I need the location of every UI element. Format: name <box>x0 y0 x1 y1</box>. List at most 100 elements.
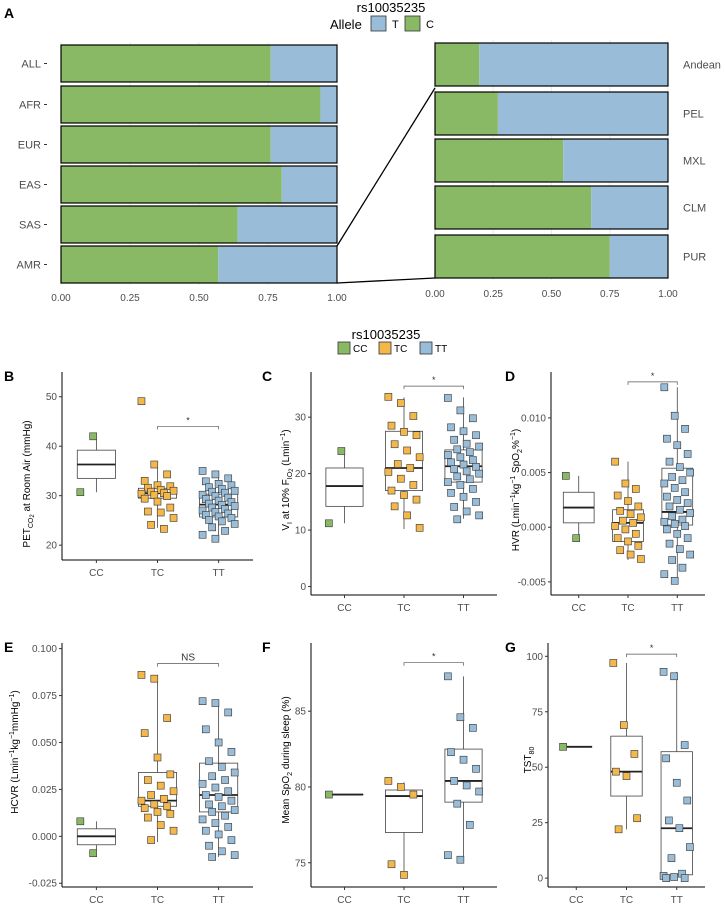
data-point <box>573 535 580 542</box>
data-point <box>620 722 627 729</box>
significance-bracket <box>158 426 219 429</box>
data-point <box>231 503 238 510</box>
data-point <box>338 448 345 455</box>
data-point <box>228 837 235 844</box>
data-point <box>205 801 212 808</box>
data-point <box>407 464 414 471</box>
y-tick-label: 20 <box>46 541 58 552</box>
data-point <box>154 808 161 815</box>
data-point <box>632 485 639 492</box>
data-point <box>625 497 632 504</box>
data-point <box>388 422 395 429</box>
data-point <box>463 508 470 515</box>
data-point <box>90 850 97 857</box>
data-point <box>473 498 480 505</box>
data-point <box>202 792 209 799</box>
data-point <box>612 523 619 530</box>
data-point <box>684 500 691 507</box>
y-tick-label: 0 <box>300 582 306 593</box>
data-point <box>413 496 420 503</box>
data-point <box>476 788 483 795</box>
data-point <box>144 777 151 784</box>
y-tick-label: 85 <box>295 707 307 718</box>
data-point <box>138 671 145 678</box>
data-point <box>231 807 238 814</box>
data-point <box>460 428 467 435</box>
data-point <box>687 510 694 517</box>
x-tick-label-left: 0.25 <box>120 293 140 304</box>
data-point <box>469 485 476 492</box>
data-point <box>164 471 171 478</box>
data-point <box>684 797 691 804</box>
data-point <box>476 512 483 519</box>
significance-label: * <box>651 371 655 381</box>
data-point <box>222 527 229 534</box>
bar-segment-c <box>435 92 498 135</box>
legend-allele-label: Allele <box>330 17 362 32</box>
data-point <box>199 531 206 538</box>
data-point <box>444 479 451 486</box>
data-point <box>666 540 673 547</box>
data-point <box>218 848 225 855</box>
data-point <box>466 449 473 456</box>
data-point <box>222 812 229 819</box>
box-iqr <box>611 736 642 796</box>
data-point <box>215 831 222 838</box>
ylabel-e: HCVR (Lmin−1kg−1mmHg−1) <box>9 690 21 813</box>
data-point <box>401 871 408 878</box>
data-point <box>669 473 676 480</box>
ylabel-f: Mean SpO2 during sleep (%) <box>281 696 294 823</box>
y-tick-label: 80 <box>295 782 307 793</box>
data-point <box>205 758 212 765</box>
data-point <box>222 777 229 784</box>
data-point <box>663 755 670 762</box>
data-point <box>164 493 171 500</box>
data-point <box>614 492 621 499</box>
data-point <box>617 547 624 554</box>
y-tick-label-right: PUR <box>683 252 706 264</box>
data-point <box>637 555 644 562</box>
y-tick-label: 0.075 <box>32 691 57 702</box>
data-point <box>151 461 158 468</box>
data-point <box>615 826 622 833</box>
x-tick-label: CC <box>571 603 585 614</box>
data-point <box>164 803 171 810</box>
data-point <box>212 784 219 791</box>
data-point <box>671 520 678 527</box>
significance-label: * <box>186 415 190 425</box>
panel-label-b: B <box>4 368 14 384</box>
data-point <box>141 805 148 812</box>
data-point <box>469 415 476 422</box>
data-point <box>466 476 473 483</box>
data-point <box>451 466 458 473</box>
data-point <box>682 523 689 530</box>
data-point <box>463 782 470 789</box>
bar-segment-t <box>271 45 337 82</box>
data-point <box>469 724 476 731</box>
x-tick-label: TT <box>671 895 683 906</box>
data-point <box>663 526 670 533</box>
significance-bracket <box>627 654 677 657</box>
data-point <box>679 516 686 523</box>
x-tick-label: CC <box>337 895 351 906</box>
y-tick-label: 0.025 <box>32 785 57 796</box>
y-tick-label: 0 <box>537 874 543 885</box>
data-point <box>231 520 238 527</box>
data-point <box>687 551 694 558</box>
data-point <box>397 475 404 482</box>
data-point <box>202 827 209 834</box>
data-point <box>170 827 177 834</box>
bar-segment-t <box>320 86 337 123</box>
data-point <box>661 384 668 391</box>
x-tick-label: CC <box>337 603 351 614</box>
data-point <box>473 463 480 470</box>
data-point <box>674 496 681 503</box>
data-point <box>671 673 678 680</box>
data-point <box>635 542 642 549</box>
y-tick-label-right: Andean <box>683 60 721 72</box>
data-point <box>451 777 458 784</box>
data-point <box>560 743 567 750</box>
y-tick-label-left: AFR <box>19 100 41 112</box>
data-point <box>218 763 225 770</box>
